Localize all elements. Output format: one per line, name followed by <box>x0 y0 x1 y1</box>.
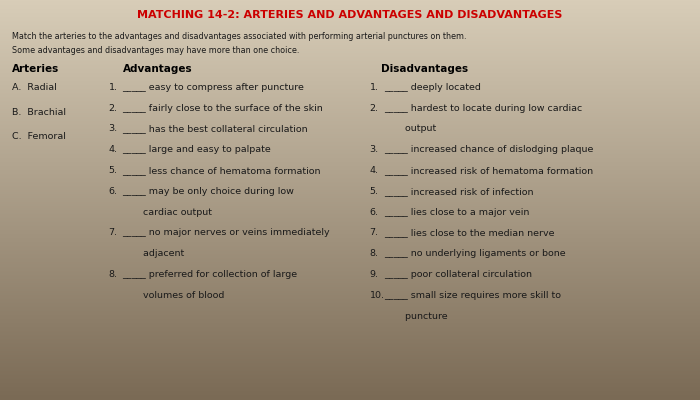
Text: C.  Femoral: C. Femoral <box>12 132 66 141</box>
Text: 9.: 9. <box>370 270 379 279</box>
Text: _____ lies close to the median nerve: _____ lies close to the median nerve <box>384 228 554 238</box>
Text: 8.: 8. <box>370 249 379 258</box>
Text: Arteries: Arteries <box>12 64 59 74</box>
Text: 8.: 8. <box>108 270 118 279</box>
Text: _____ increased risk of infection: _____ increased risk of infection <box>384 187 533 196</box>
Text: MATCHING 14-2: ARTERIES AND ADVANTAGES AND DISADVANTAGES: MATCHING 14-2: ARTERIES AND ADVANTAGES A… <box>137 10 563 20</box>
Text: _____ small size requires more skill to: _____ small size requires more skill to <box>384 291 561 300</box>
Text: _____ easy to compress after puncture: _____ easy to compress after puncture <box>122 83 304 92</box>
Text: _____ hardest to locate during low cardiac: _____ hardest to locate during low cardi… <box>384 104 582 113</box>
Text: Some advantages and disadvantages may have more than one choice.: Some advantages and disadvantages may ha… <box>12 46 300 55</box>
Text: adjacent: adjacent <box>122 249 185 258</box>
Text: 10.: 10. <box>370 291 384 300</box>
Text: 6.: 6. <box>108 187 118 196</box>
Text: 4.: 4. <box>370 166 379 175</box>
Text: _____ poor collateral circulation: _____ poor collateral circulation <box>384 270 531 279</box>
Text: cardiac output: cardiac output <box>122 208 213 217</box>
Text: _____ fairly close to the surface of the skin: _____ fairly close to the surface of the… <box>122 104 323 113</box>
Text: 7.: 7. <box>108 228 118 238</box>
Text: 1.: 1. <box>370 83 379 92</box>
Text: 2.: 2. <box>108 104 118 113</box>
Text: 7.: 7. <box>370 228 379 238</box>
Text: Advantages: Advantages <box>122 64 192 74</box>
Text: _____ lies close to a major vein: _____ lies close to a major vein <box>384 208 529 217</box>
Text: 5.: 5. <box>370 187 379 196</box>
Text: _____ has the best collateral circulation: _____ has the best collateral circulatio… <box>122 124 308 134</box>
Text: _____ may be only choice during low: _____ may be only choice during low <box>122 187 295 196</box>
Text: A.  Radial: A. Radial <box>12 83 57 92</box>
Text: _____ no underlying ligaments or bone: _____ no underlying ligaments or bone <box>384 249 565 258</box>
Text: 2.: 2. <box>370 104 379 113</box>
Text: 6.: 6. <box>370 208 379 217</box>
Text: _____ no major nerves or veins immediately: _____ no major nerves or veins immediate… <box>122 228 330 238</box>
Text: output: output <box>384 124 436 134</box>
Text: Disadvantages: Disadvantages <box>382 64 468 74</box>
Text: _____ increased risk of hematoma formation: _____ increased risk of hematoma formati… <box>384 166 593 175</box>
Text: _____ deeply located: _____ deeply located <box>384 83 480 92</box>
Text: B.  Brachial: B. Brachial <box>12 108 66 116</box>
Text: _____ less chance of hematoma formation: _____ less chance of hematoma formation <box>122 166 321 175</box>
Text: puncture: puncture <box>384 312 447 321</box>
Text: volumes of blood: volumes of blood <box>122 291 225 300</box>
Text: _____ large and easy to palpate: _____ large and easy to palpate <box>122 145 272 154</box>
Text: 5.: 5. <box>108 166 118 175</box>
Text: Match the arteries to the advantages and disadvantages associated with performin: Match the arteries to the advantages and… <box>12 32 466 41</box>
Text: _____ increased chance of dislodging plaque: _____ increased chance of dislodging pla… <box>384 145 593 154</box>
Text: 4.: 4. <box>108 145 118 154</box>
Text: 1.: 1. <box>108 83 118 92</box>
Text: 3.: 3. <box>108 124 118 134</box>
Text: _____ preferred for collection of large: _____ preferred for collection of large <box>122 270 298 279</box>
Text: 3.: 3. <box>370 145 379 154</box>
